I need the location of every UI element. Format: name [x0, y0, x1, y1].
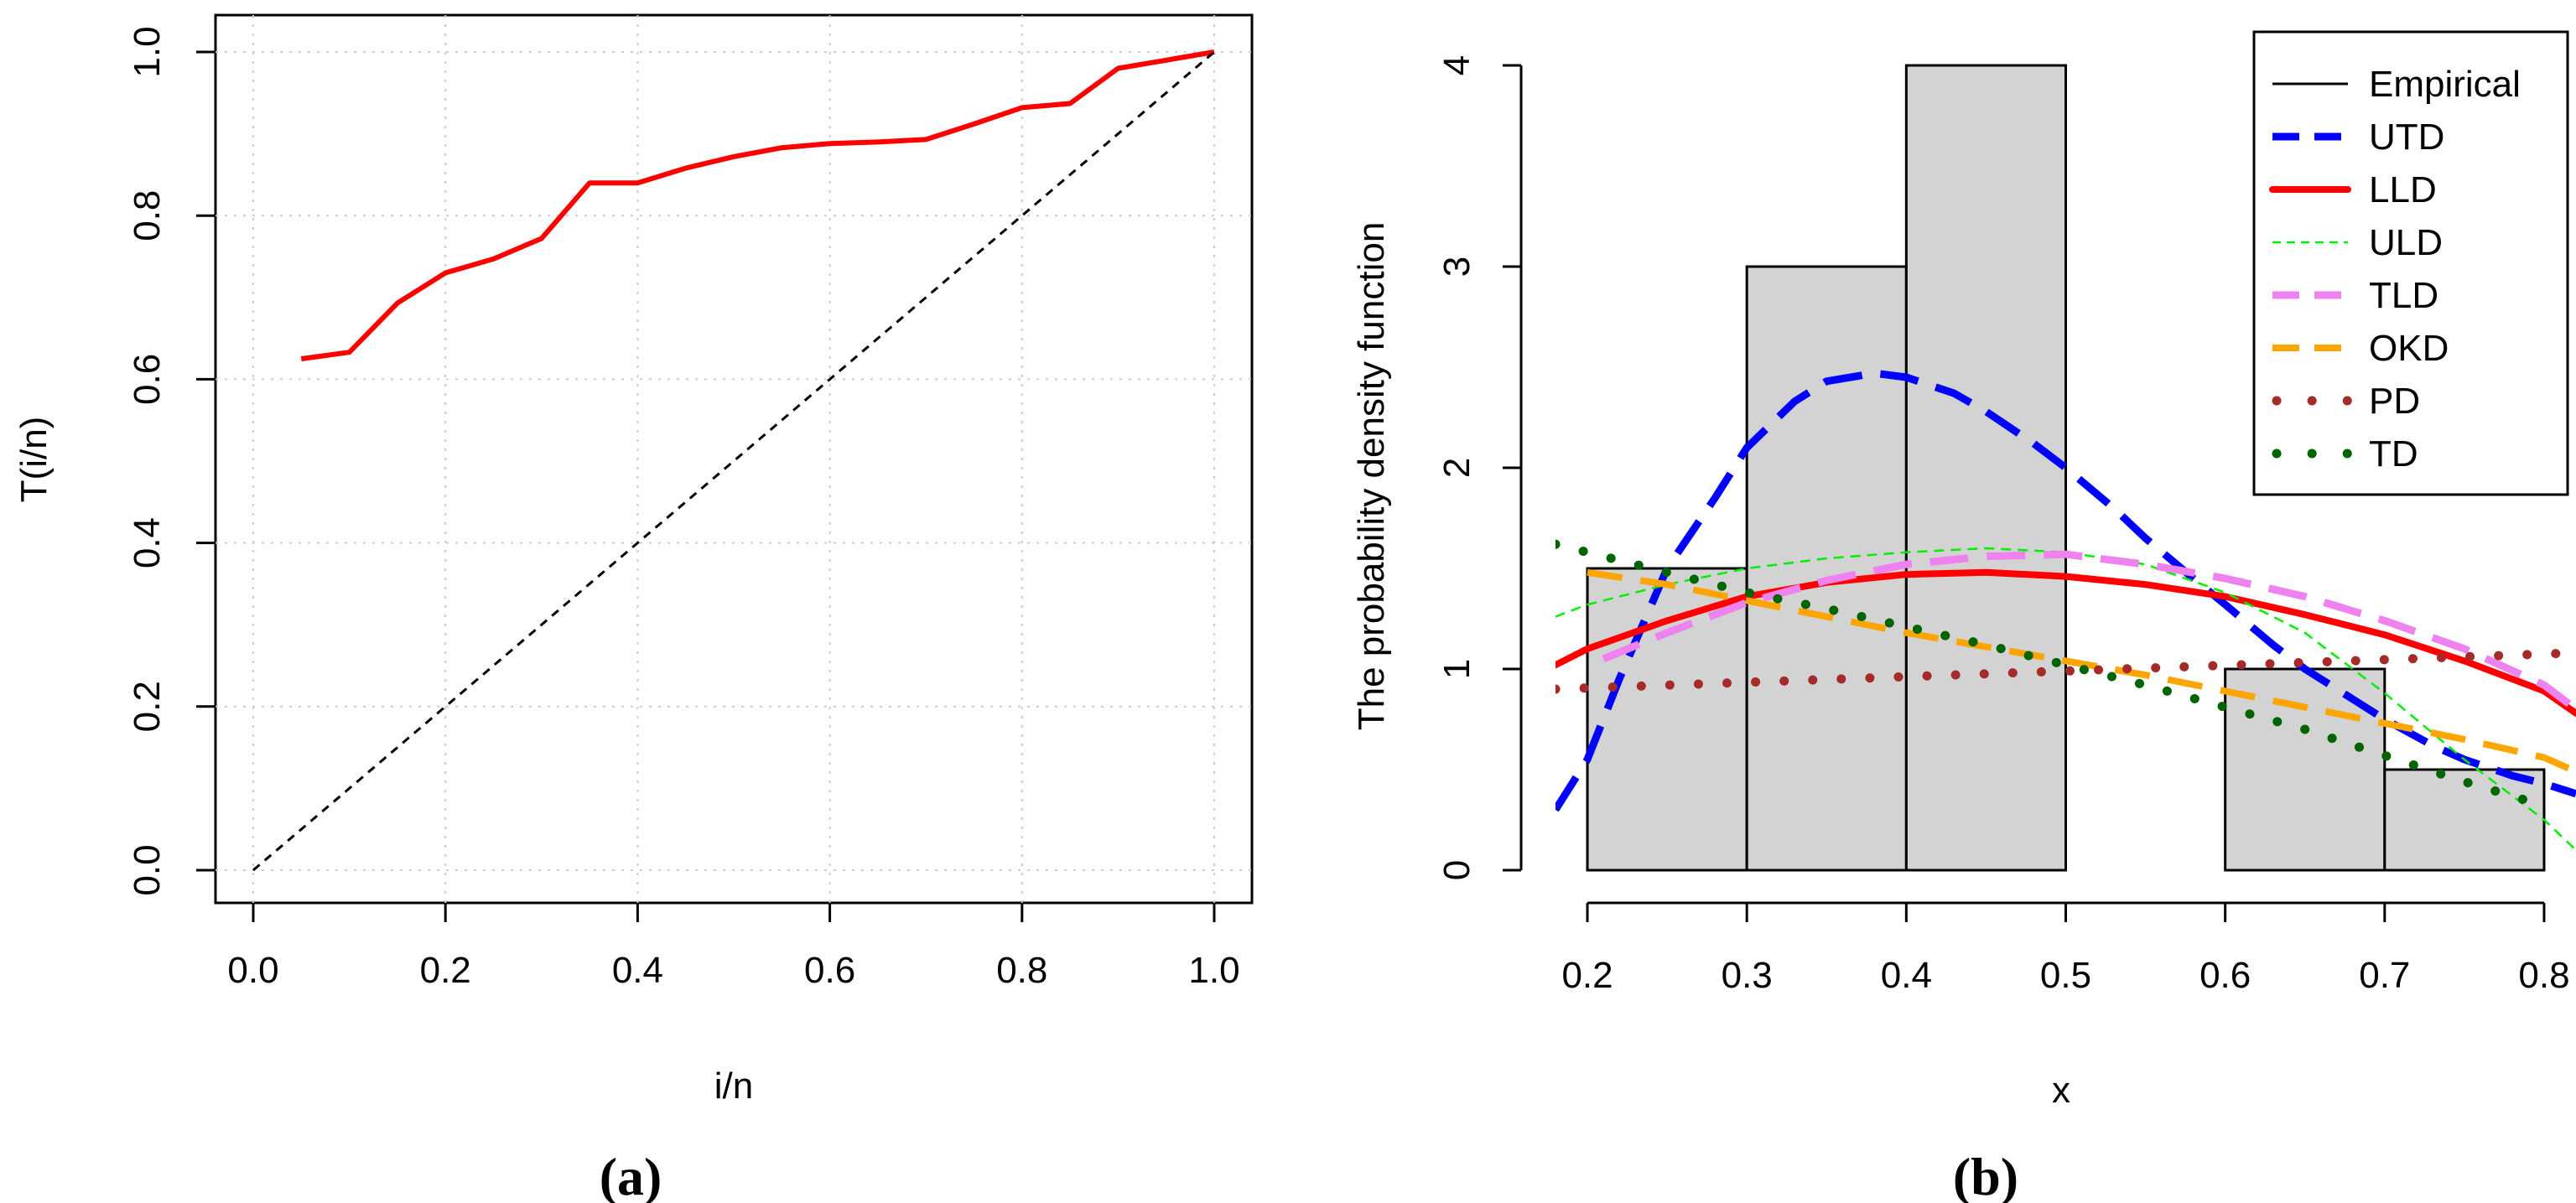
panel-b-x-axis: 0.2 0.3 0.4 0.5 0.6 0.7 0.8	[1561, 901, 2570, 996]
panel-a-ttt-plot: 0.0 0.2 0.4 0.6 0.8 1.0 0.0 0.2 0.4 0.6 0.8 1.0 i/…	[13, 13, 1254, 1203]
x-tick-label: 0.4	[612, 950, 663, 991]
y-tick-label: 0.2	[127, 681, 168, 732]
x-tick-label: 0.4	[1881, 955, 1932, 996]
y-tick-label: 4	[1436, 55, 1478, 75]
y-tick-label: 2	[1436, 458, 1478, 478]
panel-a-x-axis-title: i/n	[714, 1066, 753, 1107]
panel-b-y-axis-title: The probability density function	[1351, 222, 1392, 731]
panel-b-x-axis-title: x	[2052, 1070, 2070, 1111]
histogram-bar	[1904, 64, 2067, 872]
y-tick-label: 0.8	[127, 190, 168, 241]
y-tick-label: 0.0	[127, 844, 168, 895]
x-tick-label: 1.0	[1188, 950, 1239, 991]
x-tick-label: 0.0	[227, 950, 278, 991]
y-tick-label: 0.4	[127, 517, 168, 568]
legend-label-pd: PD	[2369, 381, 2420, 422]
x-tick-label: 0.6	[2199, 955, 2251, 996]
panel-b-y-axis: 0 1 2 3 4	[1436, 55, 1523, 880]
x-tick-label: 0.8	[996, 950, 1047, 991]
legend-label-utd: UTD	[2369, 117, 2444, 158]
x-tick-label: 0.3	[1722, 955, 1773, 996]
legend-label-td: TD	[2369, 433, 2418, 474]
legend-label-empirical: Empirical	[2369, 64, 2521, 105]
series-okd	[1587, 568, 2576, 775]
panel-a-label: (a)	[600, 1147, 662, 1203]
x-tick-label: 0.5	[2040, 955, 2091, 996]
series-tld	[1602, 550, 2576, 713]
panel-a-y-axis-title: T(i/n)	[13, 417, 55, 503]
panel-b-label: (b)	[1953, 1147, 2018, 1203]
legend-box	[2252, 30, 2569, 496]
x-tick-label: 0.7	[2359, 955, 2410, 996]
series-diagonal	[252, 50, 1215, 872]
panel-a-series	[252, 49, 1215, 872]
y-tick-label: 1	[1436, 659, 1478, 679]
y-tick-label: 0	[1436, 860, 1478, 880]
series-ttt-curve	[300, 49, 1215, 361]
y-tick-label: 1.0	[127, 26, 168, 77]
legend-label-lld: LLD	[2369, 169, 2437, 210]
legend-label-okd: OKD	[2369, 328, 2449, 369]
panel-a-x-ticks: 0.0 0.2 0.4 0.6 0.8 1.0	[227, 903, 1240, 991]
y-tick-label: 3	[1436, 257, 1478, 277]
x-tick-label: 0.2	[420, 950, 471, 991]
x-tick-label: 0.8	[2518, 955, 2569, 996]
panel-a-plot-frame	[214, 13, 1254, 905]
series-lld	[1555, 568, 2576, 717]
x-tick-label: 0.6	[804, 950, 855, 991]
series-utd	[1555, 369, 2576, 812]
panel-b-histogram	[1586, 64, 2546, 872]
panel-b-density-plot: 0.2 0.3 0.4 0.5 0.6 0.7 0.8 0 1 2 3 4 x The probab…	[1351, 30, 2576, 1203]
panel-b-legend: Empirical UTD LLD ULD TLD OKD PD TD	[2252, 30, 2569, 496]
y-tick-label: 0.6	[127, 354, 168, 405]
x-tick-label: 0.2	[1561, 955, 1613, 996]
series-td	[1555, 539, 2549, 811]
panel-a-y-ticks: 0.0 0.2 0.4 0.6 0.8 1.0	[127, 26, 216, 896]
legend-label-tld: TLD	[2369, 275, 2438, 316]
histogram-bar	[2383, 768, 2546, 872]
series-pd	[1555, 648, 2576, 694]
panel-b-series	[1555, 369, 2576, 851]
panel-a-grid	[216, 15, 1252, 903]
legend-label-uld: ULD	[2369, 222, 2443, 263]
